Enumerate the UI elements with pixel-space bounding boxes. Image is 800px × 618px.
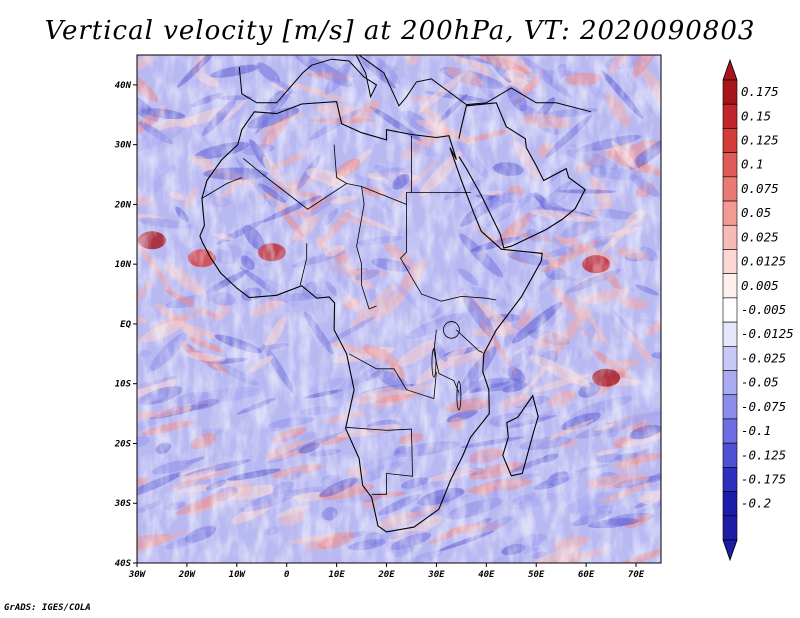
colorbar-label: 0.05: [741, 205, 771, 220]
lon-label: 10E: [328, 570, 345, 580]
colorbar-swatch: [722, 273, 738, 299]
colorbar: 0.175 0.15 0.125 0.1 0.075 0.05 0.025 0.0125 0.0…: [722, 58, 794, 562]
colorbar-swatch: [722, 467, 738, 492]
lon-label: 20E: [377, 570, 395, 580]
colorbar-swatch: [722, 224, 738, 250]
country-border: [399, 204, 497, 302]
colorbar-label: -0.025: [741, 350, 786, 365]
lon-axis-labels: 30W 20W 10W 0 10E 20E 30E 40E 50E 60E 70E: [128, 563, 645, 580]
country-border: [348, 353, 437, 400]
colorbar-swatch: [722, 176, 738, 202]
colorbar-label: -0.05: [741, 375, 779, 390]
lon-label: 10W: [229, 570, 247, 580]
lon-label: 70E: [628, 570, 645, 580]
country-border: [201, 177, 242, 199]
colorbar-swatch: [722, 200, 738, 226]
lat-label: 30S: [114, 499, 132, 509]
country-border: [333, 144, 347, 184]
colorbar-swatch: [722, 418, 738, 444]
colorbar-swatch: [722, 103, 738, 129]
lake-outline: [456, 380, 462, 411]
lon-label: 20W: [178, 570, 197, 580]
map-border: [136, 54, 662, 564]
colorbar-label: 0.175: [741, 84, 779, 99]
lon-label: 30W: [128, 570, 147, 580]
colorbar-label: -0.0125: [741, 326, 794, 341]
lon-label: 50E: [528, 570, 545, 580]
country-border: [243, 158, 471, 210]
colorbar-label: -0.005: [741, 302, 786, 317]
country-border: [433, 329, 460, 393]
country-border: [456, 329, 483, 353]
country-border: [299, 243, 308, 286]
colorbar-swatch: [722, 79, 738, 105]
lake-outline: [443, 321, 460, 339]
colorbar-label: 0.15: [741, 108, 771, 123]
lat-label: 10S: [115, 380, 132, 390]
colorbar-label: -0.075: [741, 399, 786, 414]
colorbar-swatch: [722, 370, 738, 396]
colorbar-bottom-cap: [722, 539, 738, 562]
lon-label: 30E: [427, 570, 445, 580]
colorbar-swatch: [722, 442, 738, 468]
colorbar-top-cap: [722, 58, 738, 81]
colorbar-swatch: [722, 491, 738, 517]
europe-coastline: [238, 55, 592, 113]
lat-label: 20N: [114, 200, 132, 210]
colorbar-swatch: [722, 321, 738, 347]
country-border: [345, 426, 413, 495]
colorbar-label: -0.175: [741, 471, 786, 486]
colorbar-label: -0.2: [741, 496, 771, 511]
field-texture: [137, 55, 661, 563]
colorbar-swatch: [722, 515, 738, 541]
madagascar-coastline: [502, 394, 539, 477]
lat-label: EQ: [120, 320, 131, 330]
map-frame: 40N 30N 20N 10N EQ 10S 20S 30S 40S 30W 20W 10W 0 10E…: [114, 54, 662, 580]
country-border: [356, 186, 377, 310]
colorbar-label: 0.0125: [741, 254, 786, 269]
colorbar-label: 0.1: [741, 157, 764, 172]
lon-label: 40E: [478, 570, 495, 580]
coastlines: [199, 55, 592, 533]
colorbar-label: 0.075: [741, 181, 779, 196]
lake-outline: [431, 348, 437, 378]
lat-label: 20S: [114, 439, 132, 449]
arabia-coastline: [458, 102, 586, 249]
grads-credit: GrADS: IGES/COLA: [4, 603, 91, 613]
africa-coastline: [199, 101, 543, 533]
colorbar-swatch: [722, 297, 738, 323]
lon-label: 0: [284, 570, 290, 580]
colorbar-label: 0.125: [741, 133, 779, 148]
lat-label: 40S: [115, 559, 132, 569]
colorbar-swatch: [722, 249, 738, 274]
colorbar-swatch: [722, 152, 738, 178]
colorbar-swatch: [722, 128, 738, 153]
lat-label: 40N: [115, 81, 132, 91]
colorbar-label: 0.025: [741, 229, 779, 244]
map-title: Vertical velocity [m/s] at 200hPa, VT: 2…: [44, 16, 756, 46]
colorbar-swatch: [722, 394, 738, 420]
lon-label: 60E: [578, 570, 595, 580]
colorbar-label: -0.125: [741, 447, 786, 462]
lat-label: 30N: [114, 141, 132, 151]
colorbar-label: -0.1: [741, 423, 771, 438]
colorbar-label: 0.005: [741, 278, 779, 293]
lat-axis-labels: 40N 30N 20N 10N EQ 10S 20S 30S 40S: [114, 81, 137, 569]
colorbar-swatch: [722, 346, 738, 371]
lat-label: 10N: [115, 260, 132, 270]
